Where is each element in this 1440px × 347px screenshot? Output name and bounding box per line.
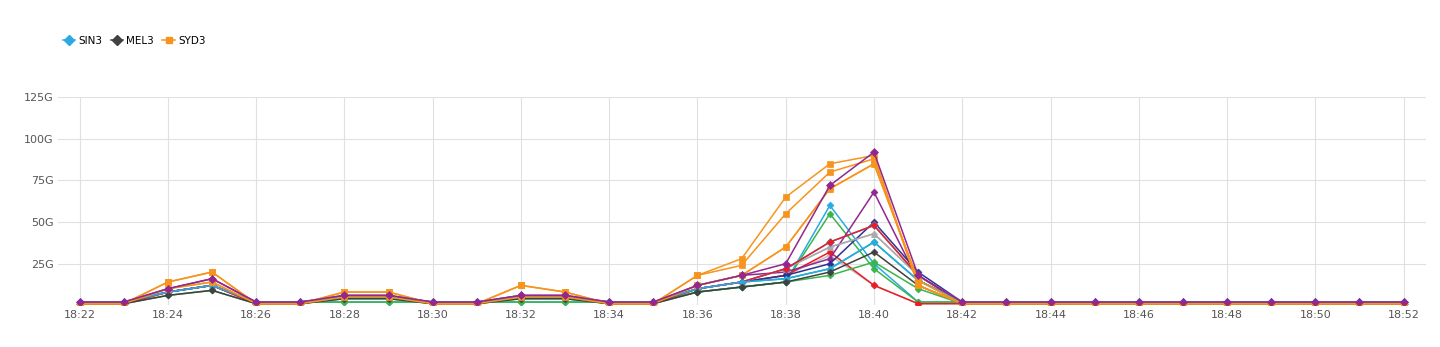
Legend: SIN3, MEL3, SYD3: SIN3, MEL3, SYD3 <box>63 36 206 46</box>
